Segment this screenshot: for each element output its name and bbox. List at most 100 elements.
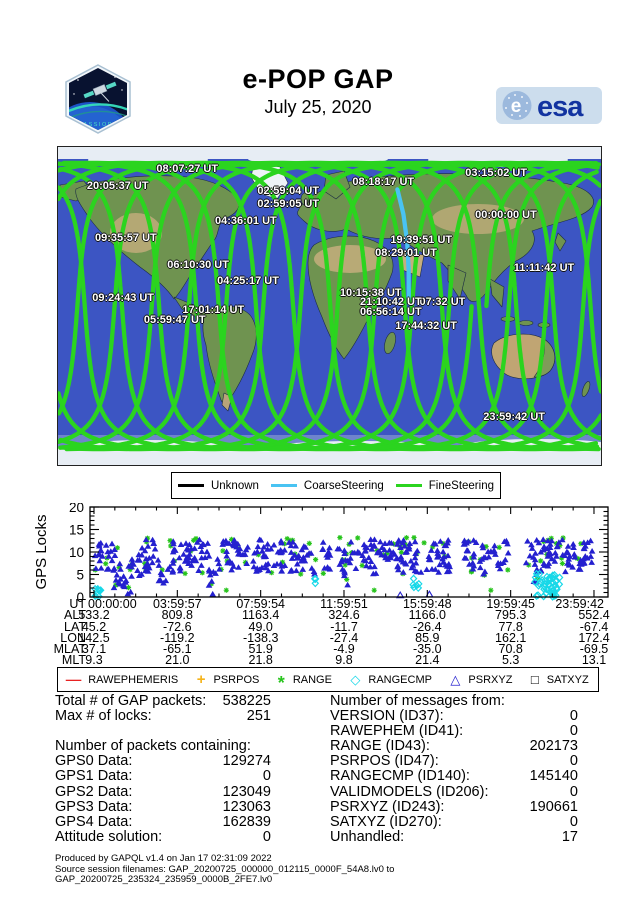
psrxyz-points: [91, 536, 596, 597]
ground-track-map: 08:07:27 UT 20:05:37 UT 02:59:04 UT 02:59:0…: [57, 146, 602, 466]
table-cell: 00:00:00: [88, 597, 137, 611]
rawephemeris-marker-icon: —: [65, 672, 82, 687]
stat-row: GPS3 Data: 123063: [55, 798, 271, 815]
table-cell: 85.9: [415, 630, 440, 645]
table-cell: 07:59:54: [236, 597, 286, 611]
table-cell: 533.2: [78, 608, 110, 623]
stat-row: VALIDMODELS (ID206): 0: [330, 783, 578, 800]
table-cell: 795.3: [495, 608, 527, 623]
stat-label: VERSION (ID37):: [330, 708, 444, 725]
stat-label: RANGECMP (ID140):: [330, 768, 470, 785]
psrxyz-marker-icon: △: [450, 671, 461, 687]
stat-label: GPS3 Data:: [55, 798, 133, 815]
stat-label: RANGE (ID43):: [330, 738, 430, 755]
table-cell: 23:59:42: [555, 597, 604, 611]
stat-row: VERSION (ID37): 0: [330, 708, 578, 725]
stat-value: 0: [569, 753, 578, 770]
ephemeris-table: UT 00:00:00 03:59:57 07:59:54 11:59:51 15:59:…: [0, 597, 636, 668]
table-cell: 11:59:51: [320, 597, 368, 611]
stat-value: 0: [569, 813, 578, 830]
stat-value: 0: [569, 708, 578, 725]
table-row-alt: ALT 533.2 809.8 1163.4 324.6 1166.0 795.3 552.4: [0, 608, 636, 623]
stat-label: Unhandled:: [330, 828, 405, 845]
page-title: e-POP GAP: [242, 64, 394, 94]
row-label: MLAT: [53, 642, 86, 657]
legend-item-finesteering: FineSteering: [395, 480, 494, 492]
stat-label: GPS2 Data:: [55, 783, 133, 800]
mission-patch: CASSIOPE: [60, 64, 136, 139]
table-cell: 9.8: [335, 653, 353, 668]
table-cell: 1166.0: [408, 608, 446, 623]
table-cell: 13.1: [581, 653, 607, 668]
stat-value: 0: [569, 723, 578, 740]
packet-stats-left: Total # of GAP packets: 538225 Max # of lo…: [55, 693, 271, 845]
table-cell: 19:59:45: [486, 597, 536, 611]
stat-value: 145140: [529, 768, 578, 785]
table-row-lat: LAT 45.2 -72.6 49.0 -11.7 -26.4 77.8 -67.4: [0, 619, 636, 634]
range-points: [92, 535, 584, 593]
stat-value: 129274: [222, 753, 271, 770]
patch-label: CASSIOPE: [78, 122, 118, 128]
range-marker-icon: *: [277, 672, 285, 693]
legend-item-psrxyz: △ PSRXYZ: [450, 672, 512, 688]
legend-item-rangecmp: ◇ RANGECMP: [350, 672, 432, 688]
stat-row: Unhandled: 17: [330, 828, 578, 845]
stat-value: 0: [569, 783, 578, 800]
legend-item-psrpos: + PSRPOS: [197, 671, 260, 688]
table-cell: -26.4: [413, 619, 442, 634]
stat-label: Attitude solution:: [55, 828, 163, 845]
stat-label: PSRXYZ (ID243):: [330, 798, 445, 815]
satxyz-marker-icon: □: [530, 672, 539, 687]
page-date: July 25, 2020: [264, 97, 372, 117]
legend-item-satxyz: □ SATXYZ: [531, 672, 589, 687]
stat-row: RANGE (ID43): 202173: [330, 739, 578, 754]
world-map-image: [58, 147, 601, 465]
stat-value: 538225: [222, 693, 271, 709]
stat-row: Attitude solution: 0: [55, 828, 271, 845]
row-label: LAT: [64, 619, 86, 634]
footer-produced-by: Produced by GAPQL v1.4 on Jan 17 02:31:0…: [55, 853, 272, 864]
esa-logo: e esa: [496, 86, 604, 131]
stat-label: PSRPOS (ID47):: [330, 753, 439, 770]
table-cell: -72.6: [163, 619, 192, 634]
table-cell: 552.4: [578, 608, 610, 623]
table-cell: 49.0: [248, 619, 273, 634]
stat-row: Total # of GAP packets: 538225: [55, 693, 271, 709]
gps-locks-plot: 0 5 10 15 20 GPS Locks: [33, 503, 609, 603]
table-row-lon: LON 142.5 -119.2 -138.3 -27.4 85.9 162.1 172.4: [0, 630, 636, 645]
table-cell: 03:59:57: [152, 597, 202, 611]
stat-row: RANGECMP (ID140): 145140: [330, 769, 578, 784]
stat-row: GPS1 Data: 0: [55, 769, 271, 784]
rangecmp-marker-icon: ◇: [350, 671, 361, 687]
table-cell: 324.6: [328, 608, 360, 623]
table-cell: -67.4: [579, 619, 609, 634]
psrpos-marker-icon: +: [196, 671, 206, 688]
stat-value: 202173: [529, 738, 578, 755]
stat-label: Total # of GAP packets:: [55, 693, 207, 709]
stat-row: SATXYZ (ID270): 0: [330, 813, 578, 830]
table-cell: 162.1: [495, 630, 527, 645]
footer: Produced by GAPQL v1.4 on Jan 17 02:31:0…: [55, 853, 395, 886]
unknown-line-swatch: [177, 484, 204, 487]
svg-text:e: e: [511, 96, 522, 117]
table-cell: 172.4: [578, 630, 610, 645]
table-cell: -138.3: [242, 630, 279, 645]
stat-row: GPS4 Data: 162839: [55, 814, 271, 830]
table-cell: -4.9: [333, 642, 355, 657]
footer-source-files-1: Source session filenames: GAP_20200725_0…: [55, 863, 395, 875]
stat-value: 17: [561, 828, 578, 845]
stat-value: 251: [246, 708, 271, 725]
row-label: UT: [69, 597, 86, 611]
table-cell: -69.5: [579, 642, 609, 657]
stat-label: GPS0 Data:: [55, 753, 133, 770]
table-cell: 15:59:48: [402, 597, 452, 611]
steering-legend: Unknown CoarseSteering FineSteering: [171, 472, 501, 499]
esa-wordmark: esa: [537, 91, 584, 123]
stat-row: Number of messages from:: [330, 693, 578, 709]
stat-row: Max # of locks: 251: [55, 708, 271, 725]
y-tick-label: 15: [69, 522, 84, 537]
stat-label: Number of messages from:: [330, 693, 505, 709]
y-tick-label: 0: [76, 590, 84, 603]
stat-row: PSRXYZ (ID243): 190661: [330, 798, 578, 815]
legend-item-rawephemeris: — RAWEPHEMERIS: [65, 672, 178, 687]
